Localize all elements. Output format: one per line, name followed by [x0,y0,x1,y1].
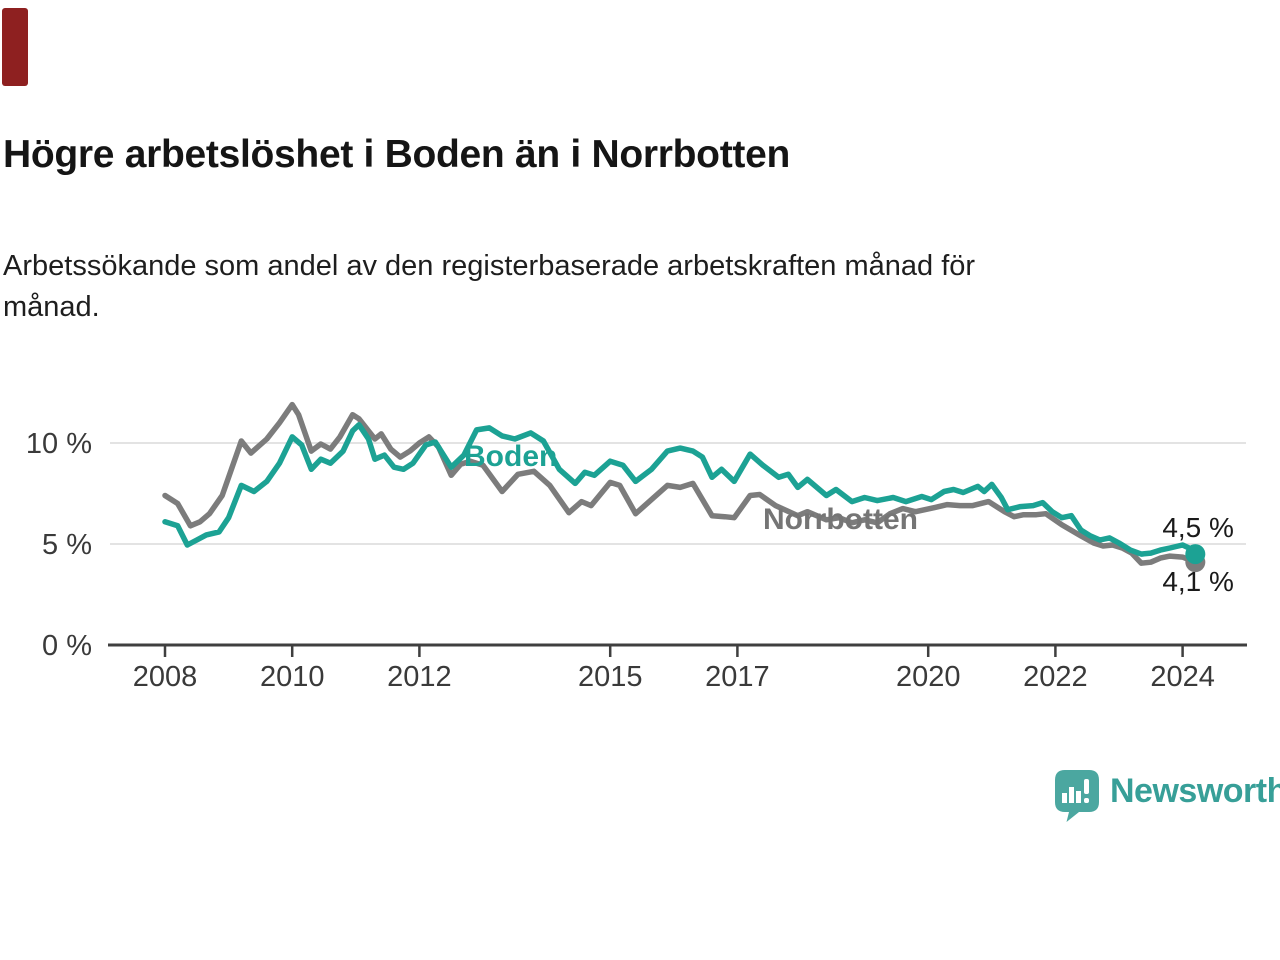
newsworthy-speech-bubble-chart-icon [1055,770,1099,822]
y-tick-label-10: 10 % [26,428,92,460]
subtitle-line-2: månad. [3,291,100,323]
chart-subtitle: Arbetssökande som andel av den registerb… [3,246,975,328]
bar-1 [1062,793,1067,803]
x-tick-label-2020: 2020 [896,661,961,693]
x-tick-label-2022: 2022 [1023,661,1088,693]
x-tick-label-2008: 2008 [133,661,198,693]
y-tick-label-5: 5 % [42,529,92,561]
series-line-norrbotten [162,401,1199,566]
series-label-boden: Boden [464,440,557,473]
page-title: Högre arbetslöshet i Boden än i Norrbott… [3,133,790,176]
x-tick-label-2015: 2015 [578,661,643,693]
end-value-label-boden: 4,5 % [1162,512,1234,543]
x-tick-label-2012: 2012 [387,661,452,693]
newsworthy-wordmark: Newsworthy [1110,772,1280,810]
subtitle-line-1: Arbetssökande som andel av den registerb… [3,250,976,282]
newsworthy-logo: Newsworthy [1055,769,1280,822]
x-tick-label-2024: 2024 [1150,661,1215,693]
bar-3 [1076,791,1081,803]
x-tick-label-2017: 2017 [705,661,770,693]
exclamation-dot [1084,798,1089,803]
bar-2 [1069,787,1074,803]
series-label-norrbotten: Norrbotten [763,503,918,536]
series-line-boden [162,422,1199,557]
y-tick-label-0: 0 % [42,630,92,662]
exclamation-bar [1084,779,1089,794]
end-dot-boden [1185,544,1206,565]
x-tick-label-2010: 2010 [260,661,325,693]
end-value-label-norrbotten: 4,1 % [1162,566,1234,597]
red-marker [2,8,28,86]
